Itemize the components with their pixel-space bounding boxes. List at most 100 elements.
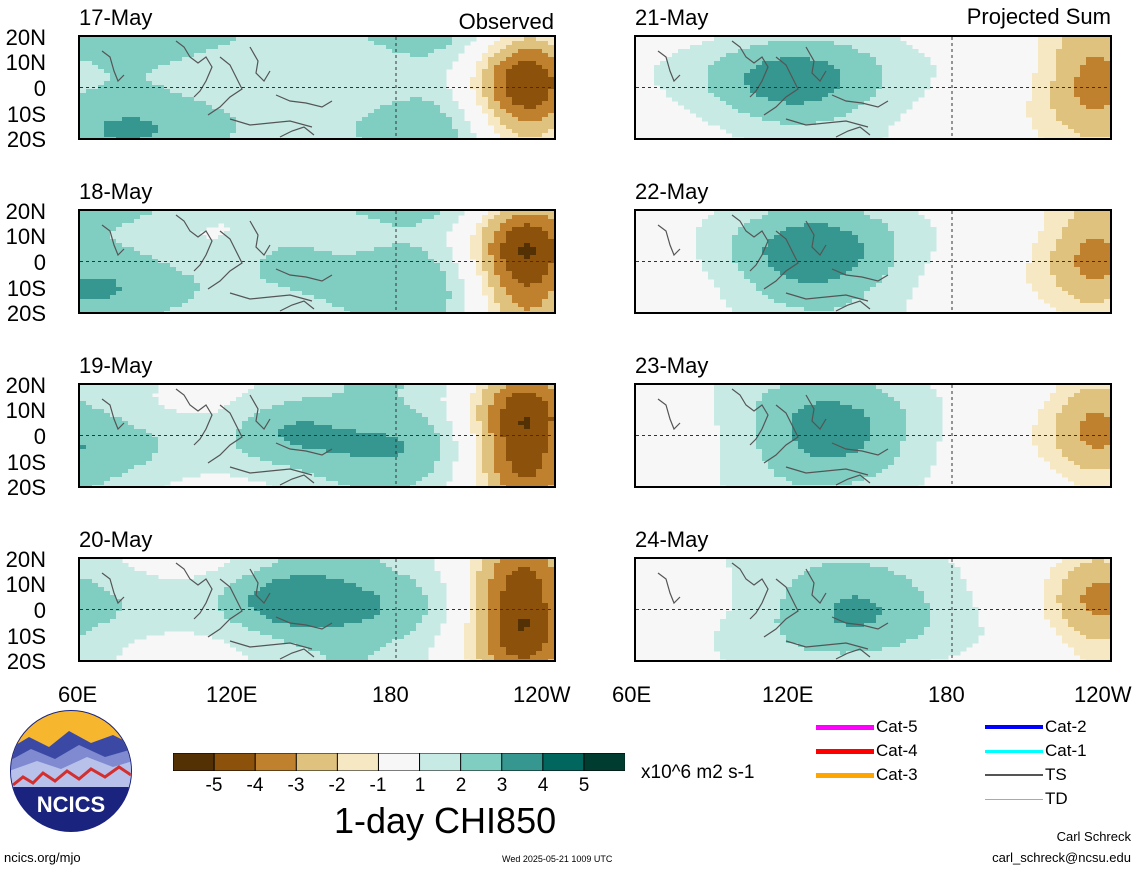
coastline [279,300,315,312]
lat-label-20s: 20S [6,649,46,674]
legend-line-cat4 [816,749,874,754]
legend-line-ts [985,774,1043,776]
colorbar [172,752,626,772]
map-panel-3 [78,383,556,488]
lat-label-20n: 20N [5,373,46,398]
site-url: ncics.org/mjo [4,850,81,865]
lon-label-60e: 60E [612,682,652,707]
coastline [275,94,333,108]
legend-line-td [985,799,1043,800]
colorbar-label-1: -5 [205,775,223,796]
lat-label-eq: 0 [33,76,46,101]
panel-title-1: 17-May [79,5,153,30]
colorbar-swatch [542,752,585,772]
legend-label-cat3: Cat-3 [876,765,918,784]
legend-label-cat2: Cat-2 [1045,717,1087,736]
lat-label-10n: 10N [5,224,46,249]
panel-title-6: 22-May [635,179,709,204]
lon-label-120w: 120W [1074,682,1132,707]
coastline [785,466,869,476]
coastline [805,394,827,430]
coastline [249,220,271,256]
legend-label-cat5: Cat-5 [876,717,918,736]
colorbar-swatch [295,752,339,772]
lat-label-eq: 0 [33,598,46,623]
map-panel-5 [634,35,1112,140]
coastline [101,398,125,431]
coastline [835,474,871,486]
colorbar-swatches [172,752,626,772]
colorbar-label-8: 3 [496,775,508,796]
lat-label-10s: 10S [6,624,46,649]
map-panel-4 [78,557,556,662]
coastline [657,50,681,83]
legend-label-td: TD [1045,789,1068,808]
lon-label-120e: 120E [762,682,814,707]
ncics-logo: NCICS [9,709,133,833]
observed-label: Observed [458,9,554,34]
coastline [249,46,271,82]
colorbar-swatch [460,752,503,772]
author-email: carl_schreck@ncsu.edu [992,850,1131,865]
coastline [207,404,243,464]
coastline [805,46,827,82]
lon-label-60e: 60E [58,682,98,707]
lon-label-120e: 120E [206,682,258,707]
lat-label-20s: 20S [6,127,46,152]
lat-label-eq: 0 [33,250,46,275]
legend-line-cat3 [816,773,874,778]
colorbar-label-2: -4 [246,775,264,796]
coastline [229,640,313,650]
lat-label-10n: 10N [5,398,46,423]
coastline [275,616,333,630]
colorbar-label-9: 4 [537,775,549,796]
lon-label-120w: 120W [513,682,571,707]
legend-label-ts: TS [1045,765,1067,784]
lat-label-20n: 20N [5,25,46,50]
coastline [207,56,243,116]
colorbar-swatch [501,752,544,772]
coastline [275,268,333,282]
coastline [279,474,315,486]
colorbar-label-4: -2 [328,775,346,796]
legend-label-cat4: Cat-4 [876,741,918,760]
coastline [229,118,313,128]
legend-label-cat1: Cat-1 [1045,741,1087,760]
colorbar-swatch [213,752,256,772]
coastline [229,466,313,476]
coastline [657,572,681,605]
colorbar-label-3: -3 [287,775,305,796]
coastline [763,230,799,290]
legend-line-cat1 [985,750,1043,753]
panel-title-2: 18-May [79,179,153,204]
lat-label-20n: 20N [5,199,46,224]
coastline [831,442,889,456]
coastline [657,398,681,431]
logo-text: NCICS [37,792,105,817]
coastline [101,572,125,605]
coastline [835,126,871,138]
colorbar-label-7: 2 [455,775,467,796]
colorbar-label-5: -1 [369,775,387,796]
coastline [249,568,271,604]
coastline [785,640,869,650]
map-panel-7 [634,383,1112,488]
author-name: Carl Schreck [1056,829,1131,844]
coastline [657,224,681,257]
lat-label-10n: 10N [5,572,46,597]
lat-label-10n: 10N [5,50,46,75]
coastline [805,568,827,604]
map-panel-6 [634,209,1112,314]
panel-title-8: 24-May [635,527,709,552]
coastline [831,268,889,282]
colorbar-swatch [377,752,421,772]
timestamp: Wed 2025-05-21 1009 UTC [502,854,613,864]
coastline [805,220,827,256]
lon-label-180: 180 [928,682,965,707]
lat-label-20n: 20N [5,547,46,572]
coastline [207,578,243,638]
coastline [763,404,799,464]
coastline [763,578,799,638]
coastline [831,94,889,108]
coastline [207,230,243,290]
